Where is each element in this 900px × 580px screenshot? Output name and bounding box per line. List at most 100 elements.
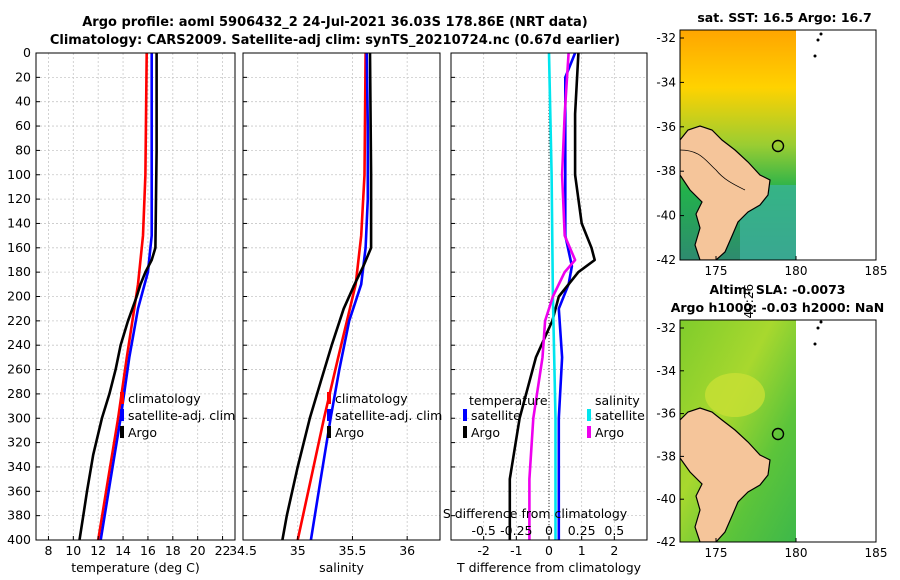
series-line-satellite-adj-clim [99, 53, 153, 541]
legend-label: Argo [335, 425, 364, 440]
sla-high-patch [705, 373, 765, 417]
sst-map [679, 29, 877, 261]
x-tick-label: 0 [545, 543, 553, 558]
series-line-argo [78, 53, 158, 541]
map-x-tick-label: 175 [705, 546, 728, 560]
s-tick-label: 0.25 [568, 523, 596, 538]
new-zealand-land [680, 125, 771, 260]
x-tick-label: 22 [215, 543, 231, 558]
argo-position-marker [771, 139, 785, 153]
legend-title-temperature: temperature [469, 393, 548, 408]
y-tick-label: 280 [7, 386, 31, 401]
y-tick-label: 120 [7, 191, 31, 206]
series-line-climatology [296, 52, 367, 541]
s-tick-label: 0.5 [604, 523, 624, 538]
s-tick-label: -0.25 [500, 523, 532, 538]
x-tick-label: 8 [44, 543, 52, 558]
chart-panel-temperature: 8 10 12 14 16 18 20 22 temperature (deg C) 0 20 40 6… [7, 45, 236, 575]
sla-map-title-line-1: Altim. SLA: -0.0073 [709, 282, 846, 297]
x-tick-label: 14 [115, 543, 131, 558]
x-tick-label: 12 [90, 543, 106, 558]
contour-line [680, 149, 746, 191]
x-tick-label: 18 [165, 543, 181, 558]
y-tick-label: 300 [7, 410, 31, 425]
map-y-tick-label: -42 [656, 535, 676, 549]
y-tick-label: 320 [7, 435, 31, 450]
y-tick-label: 360 [7, 483, 31, 498]
y-tick-label: 220 [7, 313, 31, 328]
x-tick-label: 16 [140, 543, 156, 558]
y-tick-label: 380 [7, 508, 31, 523]
chart-panel-salinity: 34.5 35 35.5 36 salinity climatology satellite… [229, 52, 442, 575]
x-tick-label: 35 [290, 543, 306, 558]
map-y-tick-label: -38 [656, 449, 676, 463]
map-x-tick-label: 180 [785, 546, 808, 560]
map-y-tick-label: -42 [656, 253, 676, 267]
y-tick-label: 0 [23, 45, 31, 60]
y-tick-label: 340 [7, 459, 31, 474]
y-tick-label: 260 [7, 362, 31, 377]
y-tick-label: 60 [15, 118, 31, 133]
island-dot [813, 342, 817, 346]
x-tick-label: 34.5 [229, 543, 257, 558]
series-line-satellite-adj-clim [309, 52, 370, 541]
sst-map-frame [679, 29, 877, 261]
x-tick-label: 10 [65, 543, 81, 558]
map-y-tick-label: -40 [656, 492, 676, 506]
legend-label: Argo [595, 425, 624, 440]
legend-title-salinity: salinity [595, 393, 640, 408]
x-tick-label: -1 [510, 543, 522, 558]
map-x-tick-label: 185 [865, 546, 888, 560]
island-dot [813, 54, 817, 58]
argo-position-marker [771, 427, 785, 441]
x-tick-label: 1 [578, 543, 586, 558]
chart-panel-differences: -2 -1 0 1 2 T difference from climatology temp… [443, 52, 648, 575]
x-tick-label: 20 [190, 543, 206, 558]
y-tick-label: 400 [7, 532, 31, 547]
series-line-argo [281, 52, 373, 541]
x-axis-label: T difference from climatology [456, 560, 642, 575]
figure-title-line-1: Argo profile: aoml 5906432_2 24-Jul-2021… [82, 15, 588, 30]
map-y-tick-label: -38 [656, 164, 676, 178]
map-y-tick-label: -32 [656, 31, 676, 45]
y-tick-label: 40 [15, 94, 31, 109]
y-tick-label: 80 [15, 142, 31, 157]
map-x-tick-label: 185 [865, 264, 888, 278]
y-tick-label: 180 [7, 264, 31, 279]
sla-map [679, 319, 877, 543]
map-y-tick-label: -32 [656, 321, 676, 335]
x-axis-label: temperature (deg C) [71, 560, 200, 575]
y-tick-label: 240 [7, 337, 31, 352]
series-line-climatology [96, 52, 148, 541]
map-y-tick-label: -36 [656, 407, 676, 421]
map-y-tick-label: -34 [656, 75, 676, 89]
series-line-t-argo [508, 52, 596, 540]
island-dot [819, 32, 823, 36]
island-dot [819, 320, 823, 324]
x-axis-label: salinity [319, 560, 364, 575]
x-tick-label: -2 [477, 543, 489, 558]
new-zealand-land [680, 407, 771, 542]
sla-map-title-line-2: Argo h1000: -0.03 h2000: NaN [670, 300, 885, 315]
figure-title-line-2: Climatology: CARS2009. Satellite-adj cli… [49, 33, 621, 48]
legend-label: satellite-adj. clim [335, 408, 442, 423]
x-tick-label: 35.5 [339, 543, 367, 558]
map-y-tick-label: -34 [656, 364, 676, 378]
legend-label: climatology [128, 391, 201, 406]
legend-label: climatology [335, 391, 408, 406]
y-tick-label: 160 [7, 240, 31, 255]
island-dot [816, 326, 820, 330]
x-tick-label: 36 [399, 543, 415, 558]
legend-label: satellite [471, 408, 521, 423]
legend-label: satellite [595, 408, 645, 423]
y-tick-label: 200 [7, 289, 31, 304]
legend-label: Argo [471, 425, 500, 440]
y-tick-label: 140 [7, 215, 31, 230]
map-y-tick-label: -36 [656, 120, 676, 134]
sst-map-title: sat. SST: 16.5 Argo: 16.7 [697, 10, 872, 25]
x-axis-label-top: S difference from climatology [443, 506, 628, 521]
y-tick-label: 100 [7, 167, 31, 182]
island-dot [816, 38, 820, 42]
map-x-tick-label: 180 [785, 264, 808, 278]
